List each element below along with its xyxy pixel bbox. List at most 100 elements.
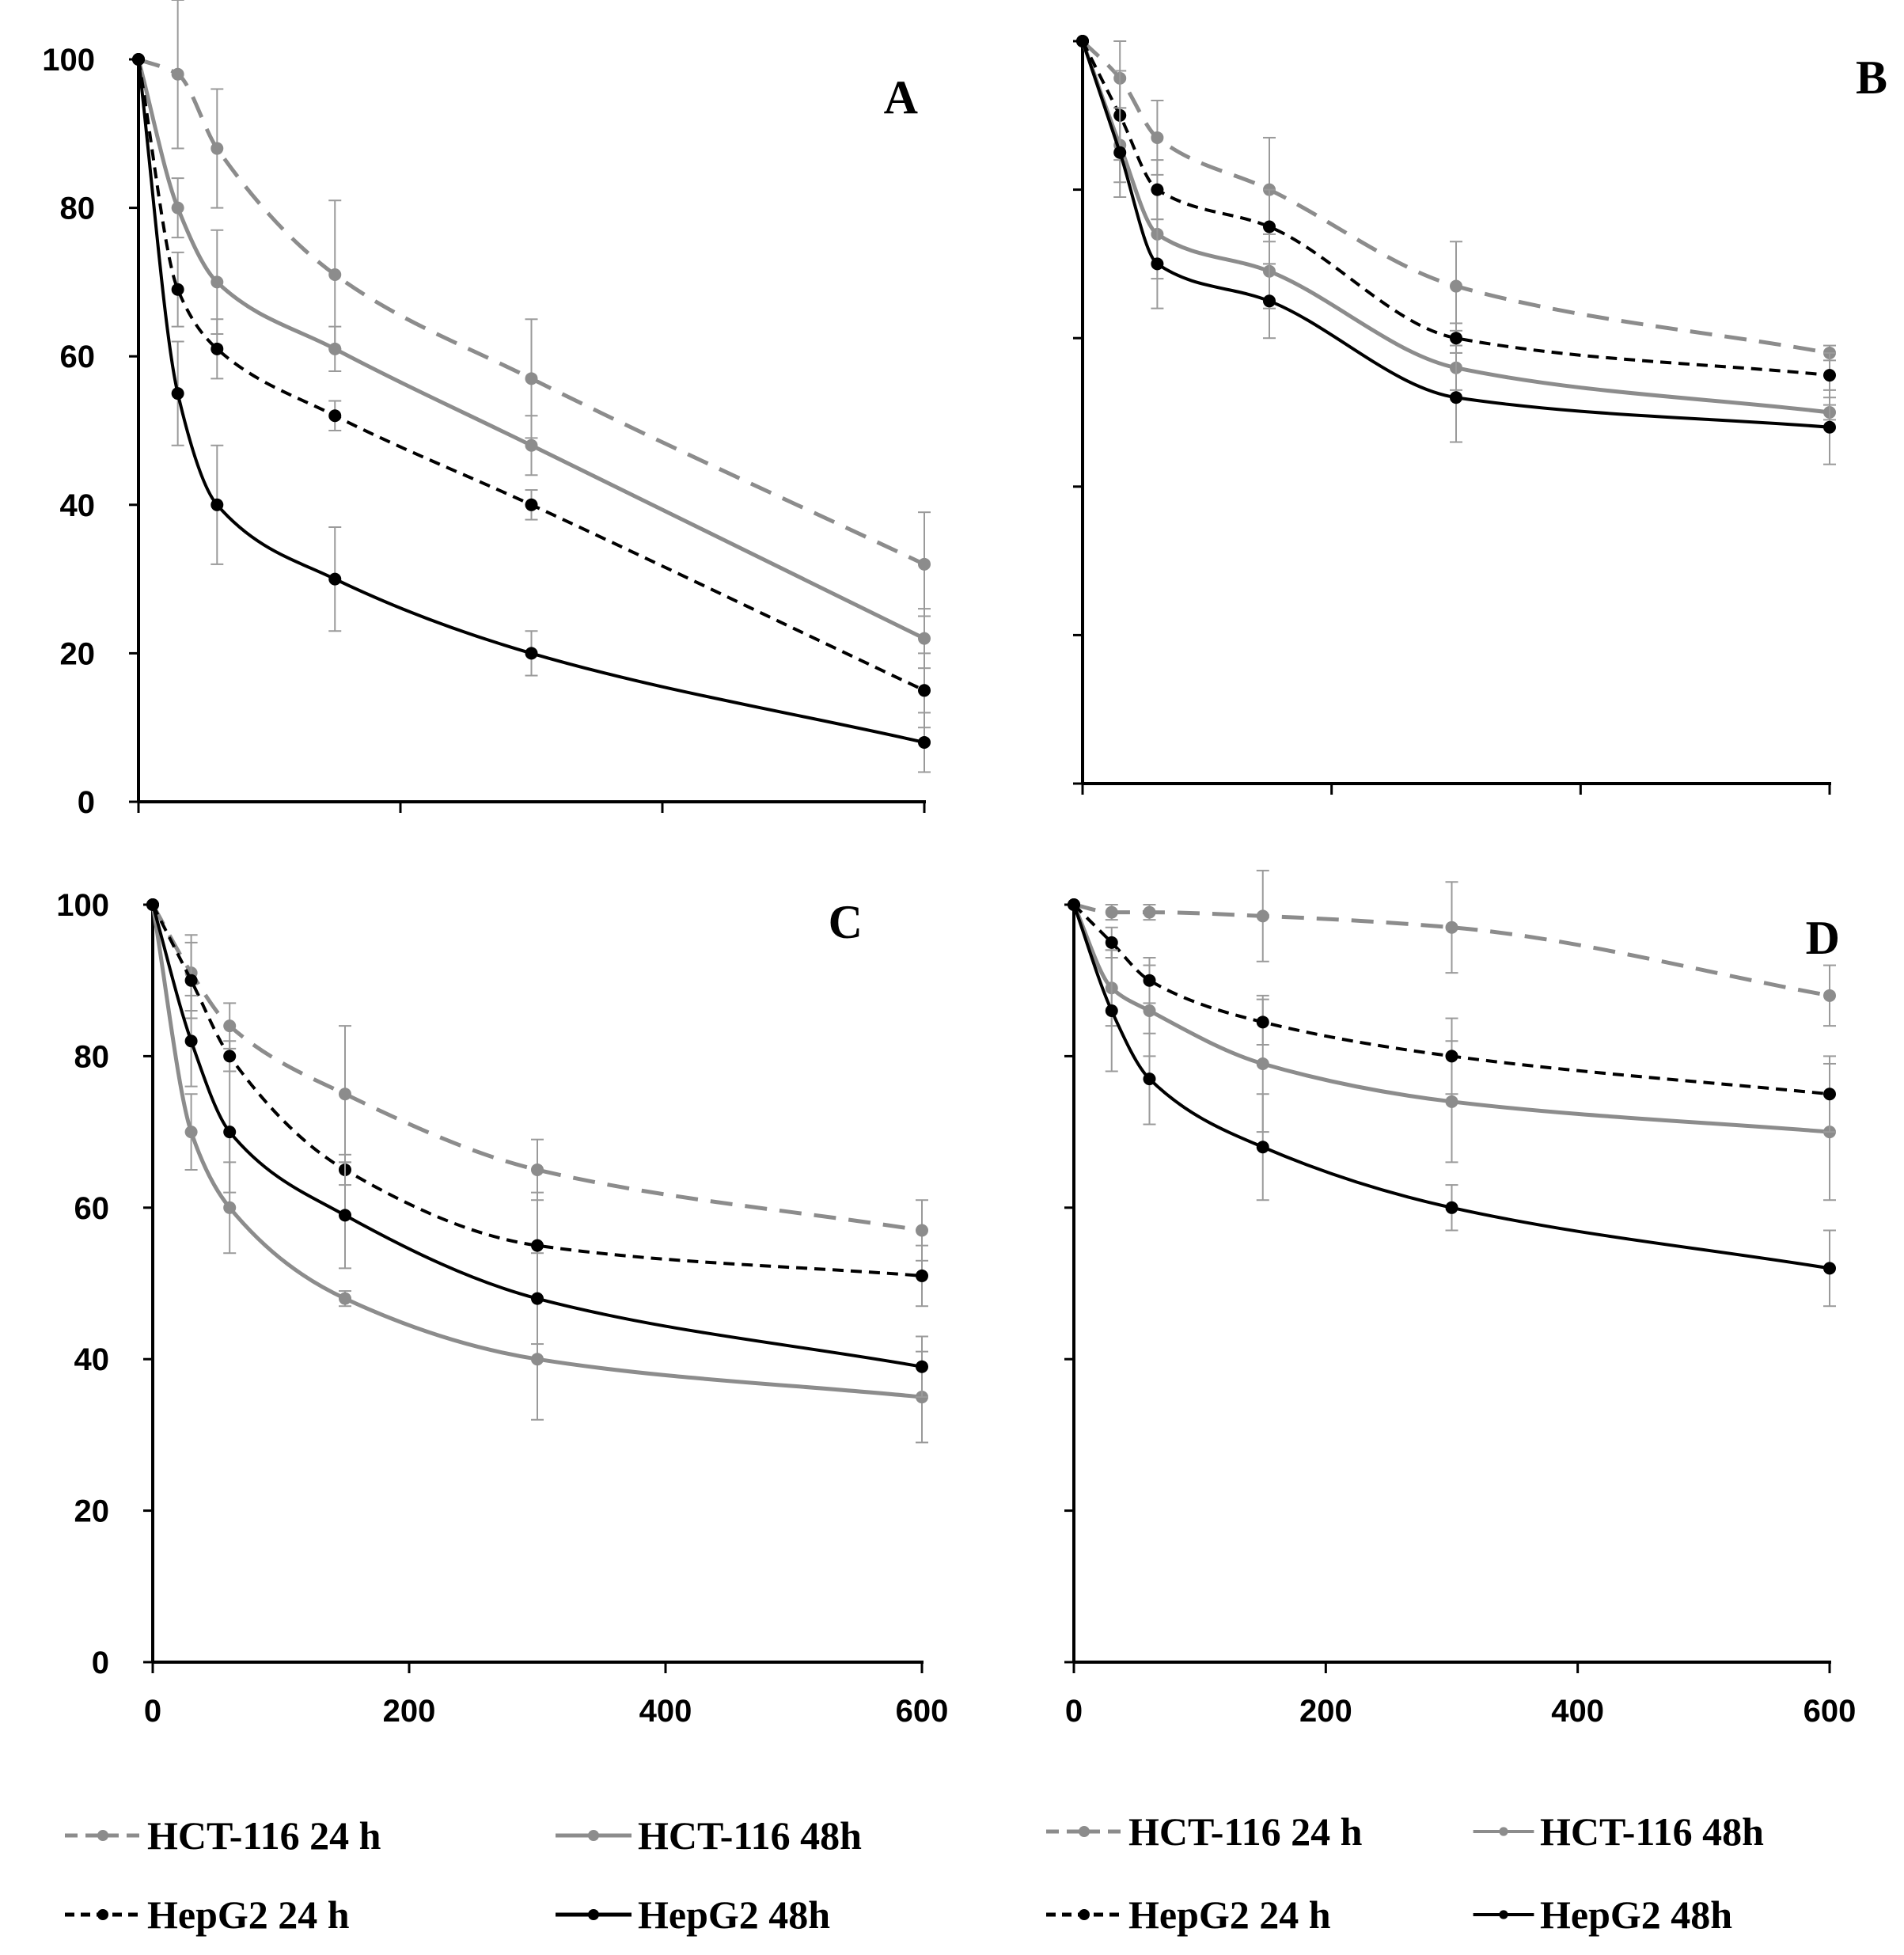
data-point [916,1224,928,1237]
legend-swatch-hct116-24h [1046,1826,1122,1837]
data-point [328,409,342,423]
series-line [150,904,923,1399]
data-point [918,684,931,697]
legend-item-hepg2-48h: HepG2 48h [554,1892,830,1938]
data-point [211,275,224,289]
data-point [1823,1088,1836,1101]
series-line [1081,40,1830,355]
data-point [918,557,931,571]
x-tick-label-d: 200 [1299,1694,1352,1729]
x-tick-label-c: 0 [144,1694,161,1729]
data-point [211,142,224,155]
data-point [223,1126,237,1139]
data-point [1151,257,1164,271]
y-tick-label-c: 0 [92,1646,109,1680]
series-hepg2-24-h-a [132,53,931,729]
legend-label-hct116-48h: HCT-116 48h [1540,1809,1764,1854]
y-tick-label-c: 80 [74,1039,110,1074]
data-point [211,342,224,355]
legend-swatch-hepg2-24h [1046,1909,1122,1920]
data-point [1450,279,1462,293]
data-point [525,438,538,452]
legend-label-hepg2-24h: HepG2 24 h [1128,1892,1331,1937]
legend-swatch-hct116-24h [65,1830,141,1841]
data-point [184,974,198,987]
legend-label-hct116-24h: HCT-116 24 h [147,1813,381,1858]
y-tick-label-c: 60 [74,1191,110,1226]
data-point [1445,1201,1458,1214]
panel-letter-c: C [829,896,863,948]
data-point [1143,1072,1156,1086]
series-line [137,59,925,693]
data-point [1263,294,1276,308]
data-point [1450,391,1462,404]
legend-swatch-hepg2-48h [1473,1910,1534,1919]
legend-swatch-hct116-48h [1473,1827,1534,1836]
y-tick-label-a: 60 [60,340,96,374]
data-point [918,735,931,749]
data-point [211,498,224,511]
data-point [918,632,931,645]
y-tick-label-a: 80 [60,192,96,226]
data-point [1076,35,1089,47]
data-point [1151,131,1164,144]
data-point [328,572,342,586]
series-hepg2-48h-a [132,53,931,773]
legend-label-hct116-48h: HCT-116 48h [638,1813,862,1858]
panel-d: 0 200 400 600 D [1064,869,1856,1729]
y-tick-label-a: 100 [42,43,95,78]
data-point [531,1292,544,1305]
data-point [339,1292,351,1305]
data-point [223,1201,237,1214]
legend-label-hepg2-48h: HepG2 48h [1540,1892,1733,1937]
data-point [339,1209,351,1222]
data-point [339,1088,351,1101]
data-point [171,387,184,400]
data-point [1256,909,1269,923]
x-tick-label-d: 400 [1551,1694,1604,1729]
data-point [916,1360,928,1373]
legend-label-hepg2-24h: HepG2 24 h [147,1892,350,1937]
data-point [328,268,342,282]
data-point [223,1050,237,1063]
data-point [1256,1141,1269,1154]
data-point [171,283,184,296]
series-hepg2-48h-b [1076,35,1836,465]
data-point [1105,905,1118,919]
data-point [1143,905,1156,919]
data-point [1823,369,1836,382]
data-point [1151,183,1164,196]
data-point [1823,989,1836,1002]
legend-swatch-hepg2-48h [556,1909,632,1920]
series-hct-116-24-h-b [1076,35,1836,362]
x-tick-label-c: 400 [639,1694,692,1729]
legend-item-hct116-48h: HCT-116 48h [554,1813,862,1858]
data-point [1105,1004,1118,1017]
legend-label-hct116-24h: HCT-116 24 h [1128,1809,1363,1854]
data-point [1450,332,1462,345]
data-point [1143,974,1156,987]
series-line [137,59,925,744]
data-point [184,1034,198,1048]
data-point [531,1163,544,1176]
panel-b: B [1073,35,1887,795]
y-tick-label-a: 0 [78,785,95,820]
series-hepg2-24-h-b [1076,35,1836,399]
panel-c: 0 20 40 60 80 100 0 200 400 600 C [56,888,948,1729]
panel-letter-d: D [1806,912,1840,964]
series-hepg2-48h-d [1068,898,1836,1308]
data-point [525,498,538,511]
data-point [171,67,184,81]
data-point [1113,146,1127,159]
x-tick-label-c: 200 [383,1694,436,1729]
data-point [916,1269,928,1282]
y-tick-label-c: 100 [56,888,109,923]
data-point [1823,420,1836,434]
y-tick-label-a: 40 [60,488,96,523]
data-point [146,898,159,911]
series-hct-116-48h-a [132,53,931,670]
data-point [171,201,184,214]
data-point [525,372,538,385]
legend-item-hepg2-48h: HepG2 48h [1472,1892,1732,1938]
